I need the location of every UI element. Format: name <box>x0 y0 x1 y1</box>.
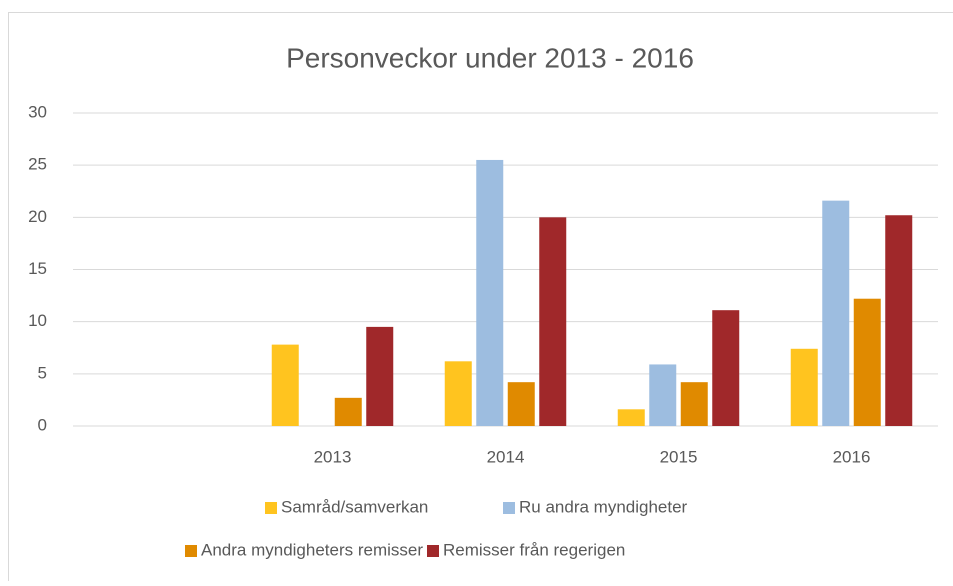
legend-label: Samråd/samverkan <box>281 497 428 516</box>
bar <box>366 327 393 426</box>
bar <box>885 215 912 426</box>
bar <box>854 299 881 426</box>
y-tick-label: 10 <box>28 311 47 330</box>
bar <box>272 345 299 426</box>
legend-swatch <box>503 502 515 514</box>
chart-title: Personveckor under 2013 - 2016 <box>286 42 694 73</box>
bar <box>712 310 739 426</box>
legend-label: Ru andra myndigheter <box>519 497 688 516</box>
bar <box>508 382 535 426</box>
y-tick-label: 25 <box>28 155 47 174</box>
bar <box>539 217 566 426</box>
legend-label: Andra myndigheters remisser <box>201 540 423 559</box>
y-tick-label: 15 <box>28 259 47 278</box>
y-tick-label: 0 <box>38 415 47 434</box>
bar <box>791 349 818 426</box>
bar <box>822 201 849 426</box>
legend-swatch <box>185 545 197 557</box>
x-tick-label: 2013 <box>314 447 352 466</box>
bar <box>476 160 503 426</box>
bar <box>681 382 708 426</box>
y-tick-label: 5 <box>38 363 47 382</box>
x-tick-label: 2015 <box>660 447 698 466</box>
y-tick-label: 20 <box>28 207 47 226</box>
legend-swatch <box>427 545 439 557</box>
y-tick-label: 30 <box>28 102 47 121</box>
legend-label: Remisser från regerigen <box>443 540 625 559</box>
bar <box>618 409 645 426</box>
bar <box>445 361 472 426</box>
bar <box>335 398 362 426</box>
bar <box>649 364 676 426</box>
legend-swatch <box>265 502 277 514</box>
x-tick-label: 2016 <box>833 447 871 466</box>
x-tick-label: 2014 <box>487 447 525 466</box>
